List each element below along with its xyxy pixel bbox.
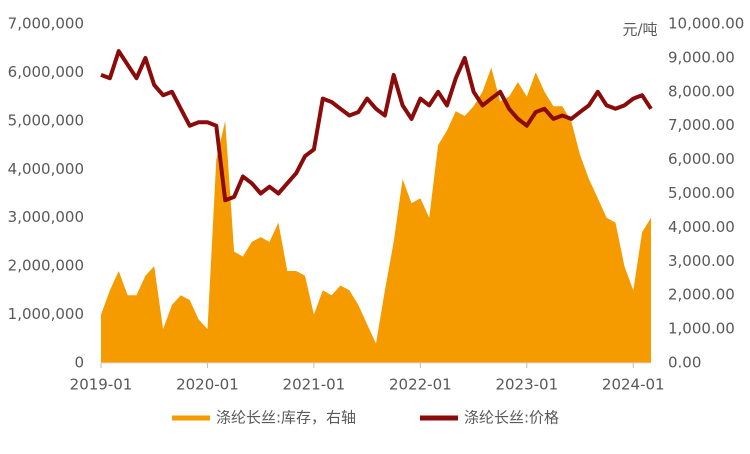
legend-label: 涤纶长丝:库存，右轴 (216, 409, 356, 427)
y-tick-label: 6,000,000 (8, 63, 84, 81)
y2-tick-label: 4,000.00 (668, 218, 735, 236)
y2-tick-label: 10,000.00 (668, 15, 744, 33)
x-tick-label: 2020-01 (176, 376, 239, 394)
legend-label: 涤纶长丝:价格 (464, 409, 559, 427)
y2-tick-label: 2,000.00 (668, 286, 735, 304)
y2-tick-label: 9,000.00 (668, 48, 735, 66)
price-line (100, 49, 653, 203)
y-tick-label: 2,000,000 (8, 257, 84, 275)
y-tick-label: 3,000,000 (8, 208, 84, 226)
inventory-area (101, 67, 651, 363)
y-tick-label: 7,000,000 (8, 15, 84, 33)
x-tick-label: 2022-01 (389, 376, 452, 394)
y2-tick-label: 1,000.00 (668, 320, 735, 338)
x-tick-label: 2023-01 (495, 376, 558, 394)
y-tick-label: 5,000,000 (8, 111, 84, 129)
x-tick-label: 2021-01 (283, 376, 346, 394)
x-tick-label: 2024-01 (602, 376, 665, 394)
x-tick-label: 2019-01 (70, 376, 133, 394)
y-tick-label: 4,000,000 (8, 160, 84, 178)
y2-tick-label: 3,000.00 (668, 252, 735, 270)
y2-tick-label: 6,000.00 (668, 150, 735, 168)
y2-tick-label: 7,000.00 (668, 116, 735, 134)
y2-unit-label: 元/吨 (622, 21, 657, 39)
y-tick-label: 0 (74, 354, 84, 372)
y2-tick-label: 0.00 (668, 354, 701, 372)
y-tick-label: 1,000,000 (8, 305, 84, 323)
y2-tick-label: 5,000.00 (668, 184, 735, 202)
y2-tick-label: 8,000.00 (668, 82, 735, 100)
